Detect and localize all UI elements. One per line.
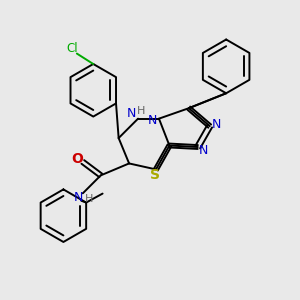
Text: N: N — [199, 143, 208, 157]
Text: S: S — [150, 168, 161, 182]
Text: Cl: Cl — [66, 42, 78, 55]
Text: N: N — [127, 107, 136, 120]
Text: N: N — [212, 118, 221, 131]
Text: N: N — [148, 114, 157, 127]
Text: O: O — [71, 152, 83, 166]
Text: H: H — [137, 106, 145, 116]
Text: H: H — [85, 194, 93, 204]
Text: N: N — [74, 191, 83, 204]
